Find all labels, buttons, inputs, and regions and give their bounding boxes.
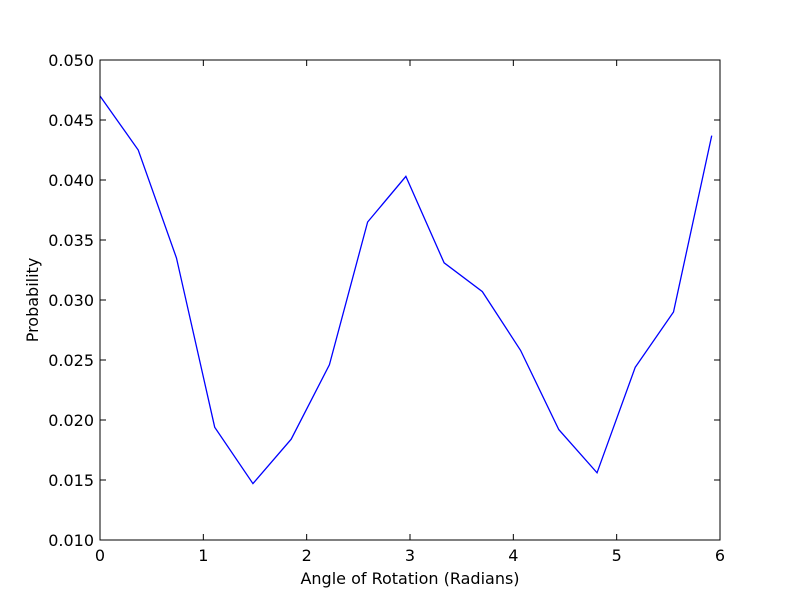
x-tick-label: 6	[715, 546, 725, 565]
y-tick-label: 0.040	[48, 171, 94, 190]
series-group	[99, 95, 714, 486]
x-axis-ticks: 0 1 2 3 4 5 6	[95, 60, 725, 565]
y-axis-ticks: 0.010 0.015 0.020 0.025 0.030 0.035 0.040 0.045…	[48, 51, 720, 550]
y-tick-label: 0.045	[48, 111, 94, 130]
data-point	[327, 363, 331, 367]
plot-frame	[99, 59, 721, 541]
x-tick-label: 5	[612, 546, 622, 565]
data-point	[595, 471, 599, 475]
x-tick-label: 4	[508, 546, 518, 565]
data-point	[289, 437, 293, 441]
y-tick-label: 0.025	[48, 351, 94, 370]
series-line	[99, 95, 713, 485]
x-tick-label: 1	[198, 546, 208, 565]
data-point	[557, 428, 561, 432]
y-tick-label: 0.035	[48, 231, 94, 250]
data-point	[710, 134, 714, 138]
data-point	[519, 348, 523, 352]
data-point	[442, 261, 446, 265]
data-point	[404, 174, 408, 178]
data-point	[174, 256, 178, 260]
x-tick-label: 2	[302, 546, 312, 565]
data-point	[672, 310, 676, 314]
y-tick-label: 0.015	[48, 471, 94, 490]
data-point	[366, 220, 370, 224]
y-tick-label: 0.030	[48, 291, 94, 310]
data-point	[251, 482, 255, 486]
data-point	[633, 365, 637, 369]
y-tick-label: 0.050	[48, 51, 94, 70]
x-tick-label: 3	[405, 546, 415, 565]
data-point	[213, 425, 217, 429]
x-axis-label: Angle of Rotation (Radians)	[300, 569, 519, 588]
y-tick-label: 0.010	[48, 531, 94, 550]
y-tick-label: 0.020	[48, 411, 94, 430]
data-point	[480, 290, 484, 294]
data-point	[136, 148, 140, 152]
y-axis-label: Probability	[23, 258, 42, 343]
plot-area	[100, 60, 720, 540]
x-tick-label: 0	[95, 546, 105, 565]
